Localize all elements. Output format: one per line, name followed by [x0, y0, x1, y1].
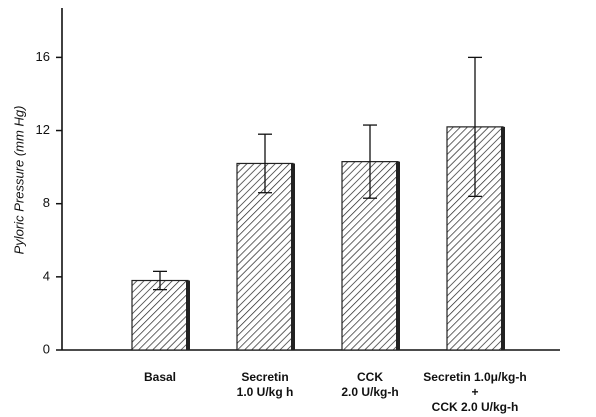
x-tick-label: Secretin 1.0μ/kg-h	[423, 370, 526, 384]
x-tick-label: 2.0 U/kg-h	[341, 385, 398, 399]
x-tick-label: Secretin	[241, 370, 288, 384]
x-tick-label: +	[471, 385, 478, 399]
y-tick-label: 0	[43, 341, 50, 356]
y-tick-label: 16	[36, 49, 50, 64]
x-tick-label: CCK 2.0 U/kg-h	[432, 400, 519, 414]
x-tick-label: Basal	[144, 370, 176, 384]
bar	[236, 162, 294, 351]
y-axis-label: Pyloric Pressure (mm Hg)	[11, 106, 26, 255]
y-tick-label: 8	[43, 195, 50, 210]
x-tick-label: CCK	[357, 370, 383, 384]
x-tick-label: 1.0 U/kg h	[237, 385, 294, 399]
y-tick-label: 4	[43, 268, 50, 283]
y-tick-label: 12	[36, 122, 50, 137]
bar	[131, 279, 189, 351]
